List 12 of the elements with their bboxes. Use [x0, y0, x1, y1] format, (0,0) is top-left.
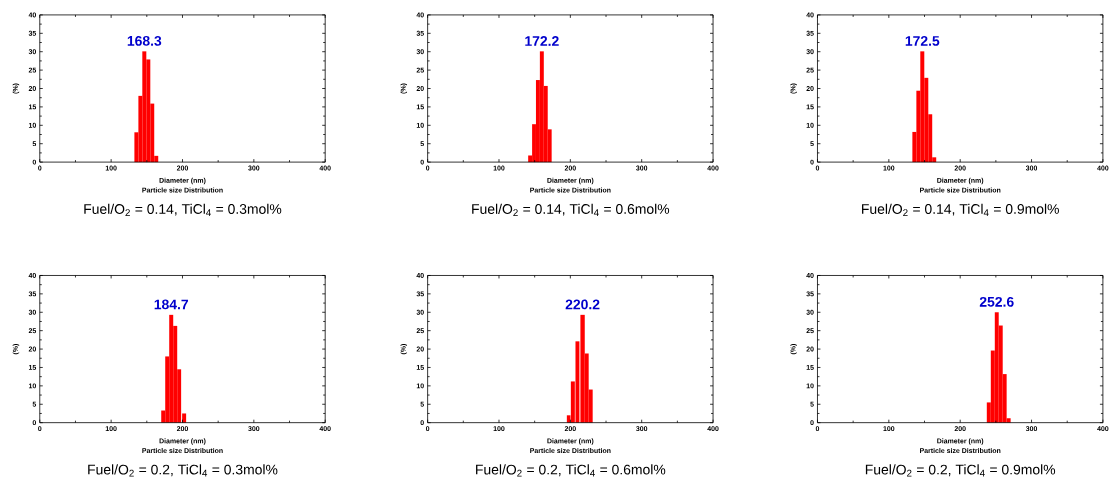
annotation: 252.6 — [979, 296, 1014, 307]
text: Fuel/O$_{2}$ = 0.14, TiCl$_{4}$ = 0.3mol% — [84, 203, 282, 216]
annotation: 220.2 — [565, 299, 600, 310]
annotation: 168.3 — [127, 35, 162, 46]
text: Fuel/O$_{2}$ = 0.2, TiCl$_{4}$ = 0.6mol% — [476, 464, 666, 477]
annotation: 184.7 — [154, 299, 189, 310]
text: Fuel/O$_{2}$ = 0.2, TiCl$_{4}$ = 0.3mol% — [88, 464, 278, 477]
annotation: 172.2 — [525, 35, 559, 46]
text: Fuel/O$_{2}$ = 0.14, TiCl$_{4}$ = 0.9mol% — [862, 203, 1059, 216]
annotation: 172.5 — [905, 35, 940, 46]
text: Fuel/O$_{2}$ = 0.2, TiCl$_{4}$ = 0.9mol% — [865, 464, 1056, 477]
text: Fuel/O$_{2}$ = 0.14, TiCl$_{4}$ = 0.6mol% — [472, 203, 670, 216]
